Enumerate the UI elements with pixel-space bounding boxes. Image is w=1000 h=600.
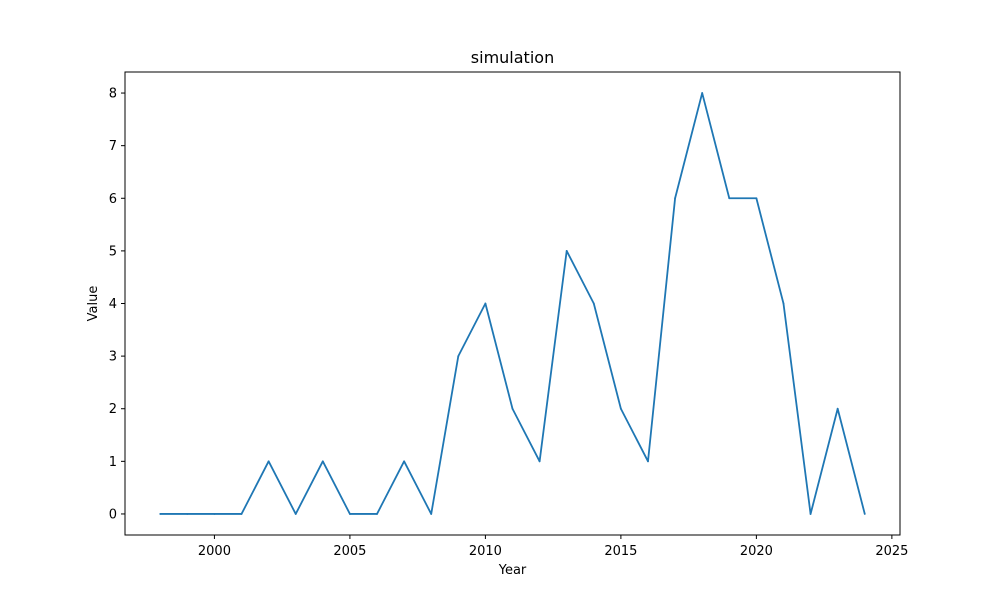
y-tick-label: 1 xyxy=(109,455,117,470)
data-point xyxy=(701,92,704,94)
y-axis-title: Value xyxy=(86,286,101,322)
data-point xyxy=(728,197,731,200)
data-point xyxy=(592,302,595,305)
y-tick-label: 7 xyxy=(109,139,117,154)
data-point xyxy=(619,407,622,410)
y-axis: 0 1 2 3 4 5 6 7 8 xyxy=(109,87,125,522)
x-tick-label: 2015 xyxy=(604,544,637,559)
data-point xyxy=(511,407,514,410)
x-axis-title: Year xyxy=(498,563,527,578)
data-point xyxy=(674,197,676,200)
y-tick-label: 8 xyxy=(109,87,117,102)
data-point xyxy=(267,460,270,463)
plot-area xyxy=(124,71,901,536)
y-tick-label: 6 xyxy=(109,192,117,207)
x-tick-label: 2005 xyxy=(333,544,366,559)
data-point xyxy=(836,407,839,410)
data-point xyxy=(809,513,812,515)
y-tick-label: 3 xyxy=(109,350,117,365)
x-tick-label: 2000 xyxy=(198,544,231,559)
y-tick-label: 0 xyxy=(109,507,117,522)
data-point xyxy=(457,355,460,358)
data-point xyxy=(294,513,297,515)
data-point xyxy=(782,302,785,305)
data-point xyxy=(565,249,568,252)
x-tick-label: 2025 xyxy=(875,544,908,559)
series-layer xyxy=(159,92,866,515)
y-tick-label: 2 xyxy=(109,402,117,417)
data-point xyxy=(349,513,351,515)
data-point xyxy=(240,513,243,515)
data-point xyxy=(484,302,487,305)
data-point xyxy=(403,460,406,463)
data-point xyxy=(647,460,649,463)
data-point xyxy=(321,460,324,463)
chart-title: simulation xyxy=(471,48,554,67)
x-tick-label: 2020 xyxy=(740,544,773,559)
x-axis: 2000 2005 2010 2015 2020 2025 xyxy=(198,535,908,559)
data-point xyxy=(186,513,189,515)
data-point xyxy=(863,513,866,515)
data-point xyxy=(376,513,378,515)
data-point xyxy=(538,460,541,463)
y-tick-label: 5 xyxy=(109,244,117,259)
x-tick-label: 2010 xyxy=(469,544,502,559)
data-point xyxy=(755,197,758,200)
data-point xyxy=(430,513,433,515)
data-point xyxy=(159,513,162,515)
y-tick-label: 4 xyxy=(109,297,117,312)
data-point xyxy=(213,513,216,515)
